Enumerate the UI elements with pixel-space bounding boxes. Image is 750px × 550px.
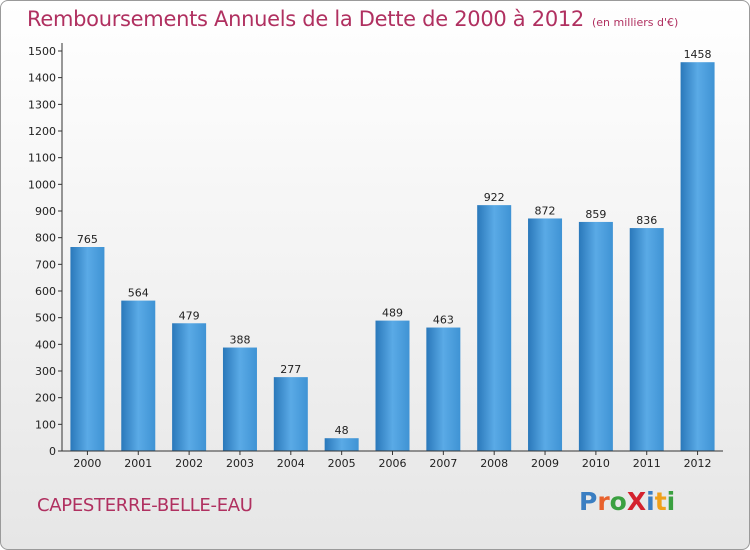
bar-2003 [222, 347, 257, 451]
data-label-2008: 922 [484, 191, 505, 204]
bars: 765 564 479 388 277 48 489 463 922 872 859 836 1458 [70, 48, 715, 451]
y-tick-label: 600 [35, 285, 56, 298]
y-tick-label: 1400 [28, 72, 56, 85]
x-tick-label-2006: 2006 [379, 457, 407, 470]
x-tick-label-2009: 2009 [531, 457, 559, 470]
y-tick-label: 1200 [28, 125, 56, 138]
bar-2001 [121, 300, 156, 451]
y-tick-label: 700 [35, 258, 56, 271]
chart-unit: (en milliers d'€) [592, 16, 679, 29]
data-label-2004: 277 [280, 363, 301, 376]
x-tick-label-2012: 2012 [684, 457, 712, 470]
data-label-2003: 388 [229, 334, 250, 347]
data-label-2012: 1458 [684, 48, 712, 61]
y-tick-label: 800 [35, 232, 56, 245]
data-label-2007: 463 [433, 314, 454, 327]
y-tick-label: 1100 [28, 152, 56, 165]
y-tick-label: 0 [49, 445, 56, 458]
chart-title: Remboursements Annuels de la Dette de 20… [27, 7, 678, 31]
data-label-2006: 489 [382, 307, 403, 320]
y-tick-label: 500 [35, 312, 56, 325]
y-tick-label: 300 [35, 365, 56, 378]
data-label-2000: 765 [77, 233, 98, 246]
x-tick-label-2007: 2007 [429, 457, 457, 470]
logo-letter: X [626, 487, 647, 516]
x-tick-label-2000: 2000 [73, 457, 101, 470]
data-label-2005: 48 [335, 424, 349, 437]
logo-letter: o [609, 487, 627, 516]
bar-2007 [426, 327, 461, 451]
x-tick-label-2002: 2002 [175, 457, 203, 470]
x-axis: 2000 2001 2002 2003 2004 2005 2006 2007 2008 2009… [62, 450, 723, 470]
bar-2009 [528, 218, 563, 451]
bar-2004 [273, 377, 308, 451]
y-tick-label: 900 [35, 205, 56, 218]
bar-2010 [578, 221, 613, 451]
y-axis: 0 100 200 300 400 500 600 700 800 900 1000 1100 1200… [28, 43, 63, 458]
bar-2002 [172, 323, 207, 451]
x-tick-label-2003: 2003 [226, 457, 254, 470]
logo-letter: P [579, 487, 598, 516]
bar-2005 [324, 438, 359, 451]
logo-letter: t [654, 487, 667, 516]
y-tick-label: 100 [35, 418, 56, 431]
bar-2008 [477, 205, 512, 451]
bar-2011 [629, 228, 664, 451]
bar-2012 [680, 62, 715, 451]
logo-letter: i [646, 487, 655, 516]
logo-letter: i [666, 487, 676, 516]
y-tick-label: 200 [35, 392, 56, 405]
x-tick-label-2004: 2004 [277, 457, 305, 470]
chart-title-text: Remboursements Annuels de la Dette de 20… [27, 7, 584, 31]
proxiti-logo: ProXiti [579, 487, 675, 516]
y-tick-label: 400 [35, 338, 56, 351]
x-tick-label-2008: 2008 [480, 457, 508, 470]
x-tick-label-2011: 2011 [633, 457, 661, 470]
bar-2006 [375, 320, 410, 451]
data-label-2009: 872 [535, 204, 556, 217]
bar-2000 [70, 247, 105, 451]
data-label-2002: 479 [179, 309, 200, 322]
logo-letter: r [597, 487, 610, 516]
y-tick-label: 1300 [28, 98, 56, 111]
x-tick-label-2010: 2010 [582, 457, 610, 470]
x-tick-label-2001: 2001 [124, 457, 152, 470]
data-label-2001: 564 [128, 287, 149, 300]
y-tick-label: 1000 [28, 178, 56, 191]
commune-name: CAPESTERRE-BELLE-EAU [37, 495, 253, 516]
x-tick-label-2005: 2005 [328, 457, 356, 470]
data-label-2011: 836 [636, 214, 657, 227]
data-label-2010: 859 [585, 208, 606, 221]
y-tick-label: 1500 [28, 45, 56, 58]
